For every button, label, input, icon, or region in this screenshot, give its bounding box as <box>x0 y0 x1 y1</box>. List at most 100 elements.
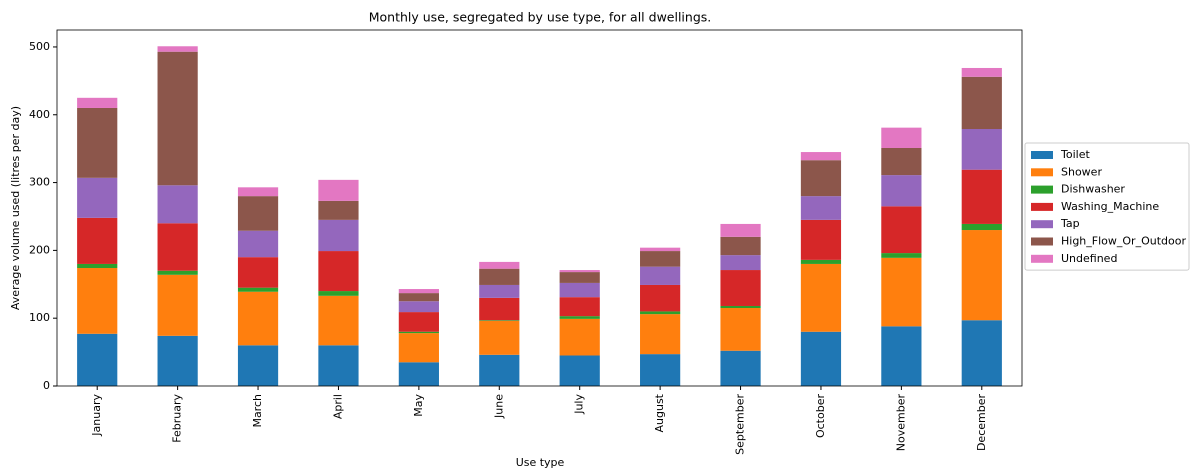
bar-segment <box>318 200 359 220</box>
bar-segment <box>157 51 198 186</box>
bar-segment <box>881 257 922 327</box>
bar-segment <box>961 223 1002 231</box>
bar-segment <box>720 223 761 237</box>
bar-segment <box>720 255 761 271</box>
bar-segment <box>559 316 600 319</box>
bar-segment <box>157 46 198 52</box>
legend-swatch <box>1031 237 1053 246</box>
bar-segment <box>559 270 600 273</box>
x-axis-label: Use type <box>516 456 565 469</box>
x-tick-label: July <box>573 394 586 415</box>
x-tick-label: March <box>251 394 264 428</box>
bar-segment <box>237 187 279 197</box>
legend-label: Undefined <box>1061 252 1117 265</box>
bar-segment <box>800 160 842 197</box>
x-tick-label: May <box>412 394 425 417</box>
x-tick-label: November <box>894 394 907 452</box>
legend-swatch <box>1031 168 1053 177</box>
x-tick-label: June <box>492 394 505 419</box>
bar-segment <box>318 345 359 386</box>
bar-segment <box>479 284 520 298</box>
bar-segment <box>961 230 1002 321</box>
bar-segment <box>640 247 681 252</box>
bar-segment <box>318 291 359 296</box>
x-tick-label: February <box>171 394 184 443</box>
bar-segment <box>77 177 118 218</box>
legend-label: Washing_Machine <box>1061 200 1159 213</box>
bar-segment <box>479 320 520 321</box>
plot-frame <box>56 29 1023 387</box>
x-tick-label: October <box>814 394 827 438</box>
bar-segment <box>720 236 761 256</box>
bar-segment <box>77 97 118 108</box>
bar-segment <box>479 268 520 285</box>
bar-segment <box>961 76 1002 130</box>
bar-segment <box>559 355 600 386</box>
legend-label: Dishwasher <box>1061 183 1125 196</box>
bar-segment <box>640 354 681 386</box>
bar-segment <box>479 261 520 269</box>
bar-segment <box>77 263 118 269</box>
y-tick-label: 400 <box>29 108 50 121</box>
bar-segment <box>237 287 279 292</box>
x-tick-label: January <box>90 394 103 437</box>
legend-swatch <box>1031 202 1053 211</box>
bar-segment <box>881 127 922 148</box>
legend-label: Tap <box>1060 217 1080 230</box>
y-tick-label: 200 <box>29 243 50 256</box>
bar-segment <box>237 345 279 386</box>
bar-segment <box>479 297 520 321</box>
bar-segment <box>157 270 198 275</box>
bar-segment <box>800 152 842 161</box>
bar-segment <box>77 268 118 334</box>
bar-segment <box>157 274 198 336</box>
bar-segment <box>961 169 1002 224</box>
bar-segment <box>559 297 600 317</box>
bar-segment <box>720 308 761 351</box>
x-tick-label: April <box>331 394 344 419</box>
bar-segment <box>398 333 439 363</box>
bar-segment <box>237 291 279 346</box>
bar-segment <box>559 282 600 298</box>
legend-swatch <box>1031 185 1053 194</box>
bar-segment <box>157 335 198 386</box>
bar-segment <box>398 293 439 302</box>
x-tick-label: August <box>653 393 666 432</box>
legend-label: Shower <box>1061 165 1102 178</box>
legend-swatch <box>1031 254 1053 263</box>
bar-segment <box>640 251 681 267</box>
bar-segment <box>559 318 600 356</box>
bar-segment <box>881 147 922 176</box>
bar-segment <box>398 301 439 313</box>
bar-segment <box>720 305 761 309</box>
x-tick-label: December <box>975 394 988 452</box>
legend-swatch <box>1031 220 1053 229</box>
legend-swatch <box>1031 151 1053 159</box>
bar-segment <box>881 326 922 386</box>
bar-segment <box>961 129 1002 170</box>
bar-segment <box>479 354 520 386</box>
y-tick-label: 100 <box>29 311 50 324</box>
bar-segment <box>318 219 359 252</box>
bar-segment <box>318 179 359 201</box>
legend-box <box>1024 142 1190 271</box>
bar-segment <box>640 284 681 312</box>
bar-segment <box>318 295 359 346</box>
y-axis-label: Average volume used (litres per day) <box>9 106 22 310</box>
bar-segment <box>398 312 439 332</box>
bar-segment <box>77 217 118 264</box>
bar-segment <box>640 314 681 355</box>
bar-segment <box>800 263 842 332</box>
bar-segment <box>640 266 681 285</box>
bar-segment <box>720 270 761 306</box>
bar-segment <box>961 320 1002 386</box>
chart-title: Monthly use, segregated by use type, for… <box>369 10 712 25</box>
bar-segment <box>398 362 439 386</box>
y-tick-label: 500 <box>29 40 50 53</box>
bar-segment <box>881 253 922 258</box>
bar-segment <box>800 259 842 264</box>
bar-segment <box>77 333 118 386</box>
bar-segment <box>77 107 118 178</box>
bar-segment <box>881 175 922 207</box>
